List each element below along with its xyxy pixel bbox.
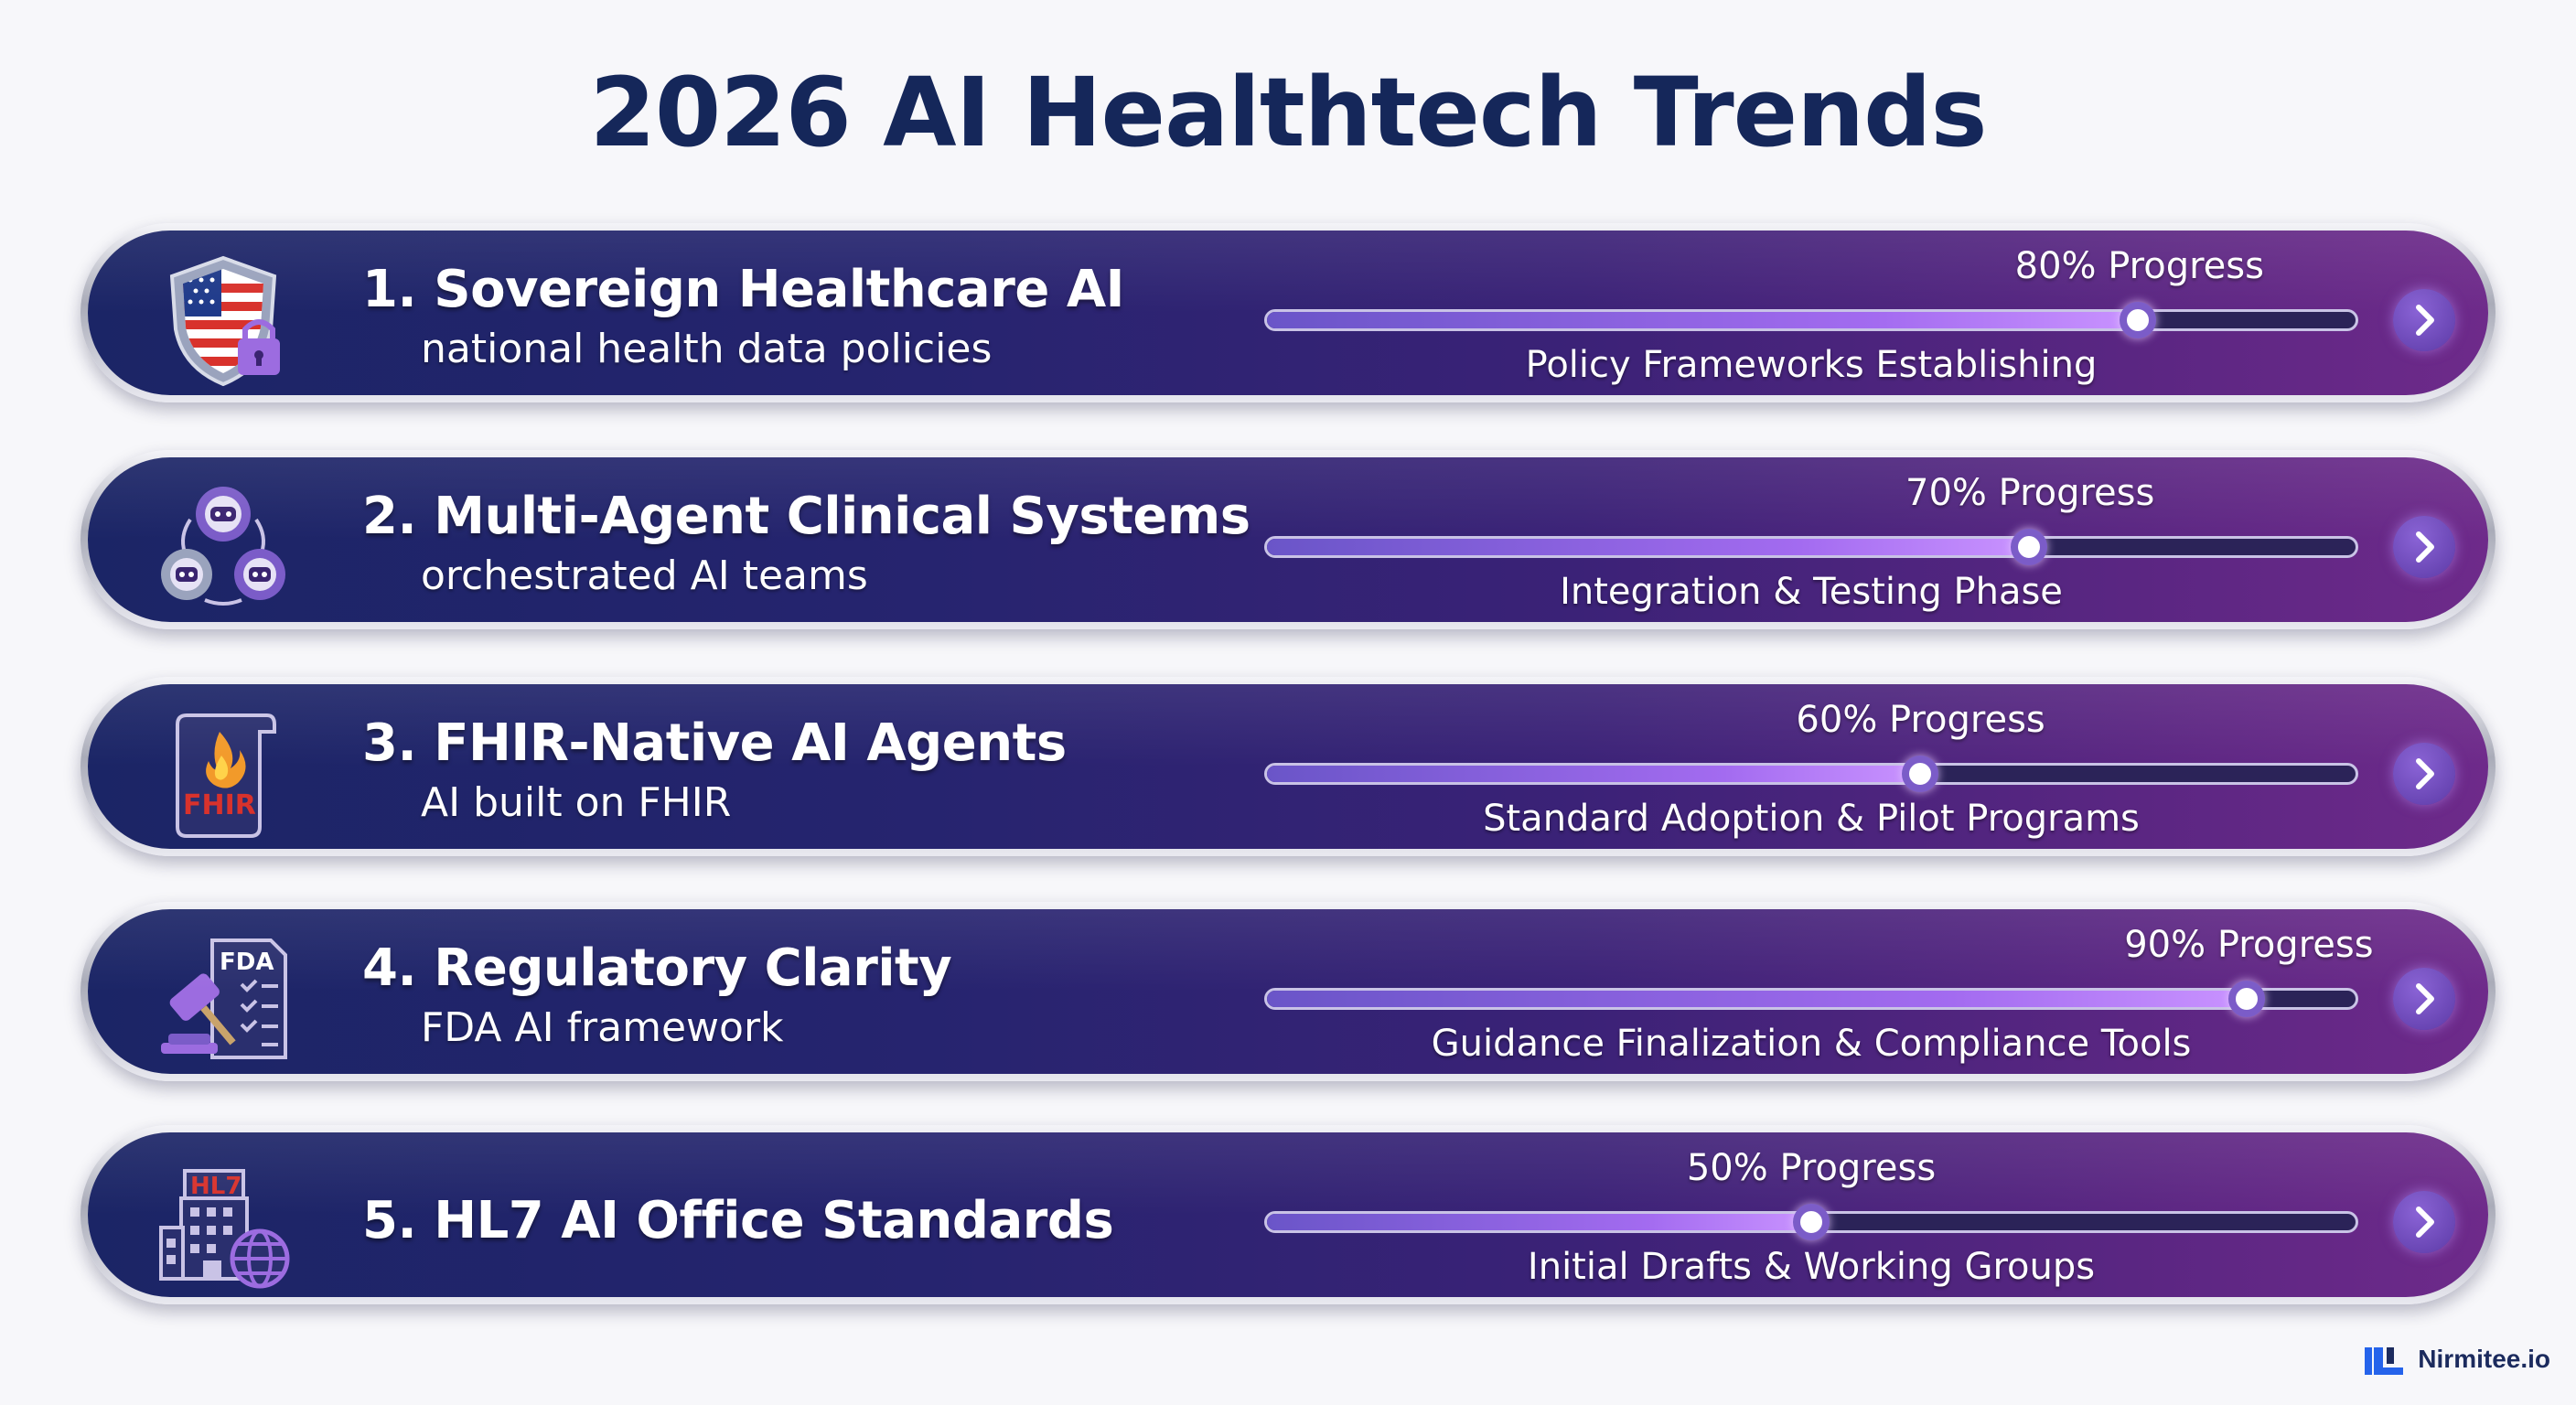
hl7-badge-text: HL7 xyxy=(190,1173,242,1200)
trend-title: 4. Regulatory Clarity xyxy=(362,938,952,998)
phase-label: Initial Drafts & Working Groups xyxy=(1527,1246,2096,1288)
progress-label: 90% Progress xyxy=(2124,924,2374,966)
progress-fill xyxy=(1267,991,2247,1007)
trend-card-5[interactable]: HL7 5. HL7 AI Office Standards 50% Progr xyxy=(80,1125,2496,1304)
expand-button[interactable] xyxy=(2393,1191,2455,1253)
expand-button[interactable] xyxy=(2393,968,2455,1030)
trend-card-2[interactable]: 2. Multi-Agent Clinical Systems orchestr… xyxy=(80,450,2496,629)
chevron-right-icon xyxy=(2416,983,2434,1014)
progress-knob xyxy=(2228,981,2265,1017)
progress-fill xyxy=(1267,312,2138,328)
progress-track xyxy=(1264,529,2358,565)
phase-label: Standard Adoption & Pilot Programs xyxy=(1483,798,2140,840)
chevron-right-icon xyxy=(2416,758,2434,789)
progress-label: 70% Progress xyxy=(1905,472,2155,514)
progress-label: 80% Progress xyxy=(2014,245,2264,287)
trend-subtitle: AI built on FHIR xyxy=(421,779,732,826)
hl7-building-globe-icon: HL7 xyxy=(154,1153,293,1292)
trend-card-3[interactable]: FHIR 3. FHIR-Native AI Agents AI built o… xyxy=(80,677,2496,856)
progress-track xyxy=(1264,756,2358,792)
robot-gears-icon xyxy=(154,477,293,617)
page-title: 2026 AI Healthtech Trends xyxy=(589,57,1987,168)
phase-label: Integration & Testing Phase xyxy=(1560,571,2063,613)
progress-fill xyxy=(1267,539,2029,555)
brand-name: Nirmitee.io xyxy=(2418,1345,2550,1373)
trend-title: 5. HL7 AI Office Standards xyxy=(362,1191,1114,1250)
trend-title: 3. FHIR-Native AI Agents xyxy=(362,713,1067,773)
progress-label: 60% Progress xyxy=(1796,699,2045,741)
progress-fill xyxy=(1267,766,1920,782)
progress-knob xyxy=(2011,529,2047,565)
progress-track xyxy=(1264,302,2358,338)
progress-knob xyxy=(1902,756,1938,792)
trend-subtitle: orchestrated AI teams xyxy=(421,552,868,599)
progress-knob xyxy=(2120,302,2156,338)
chevron-right-icon xyxy=(2416,305,2434,336)
gavel-fda-checklist-icon: FDA xyxy=(154,929,293,1068)
trend-card-4[interactable]: FDA 4. Regulatory Clarity FDA AI framewo… xyxy=(80,902,2496,1081)
expand-button[interactable] xyxy=(2393,743,2455,805)
trend-subtitle: FDA AI framework xyxy=(421,1004,784,1051)
phase-label: Policy Frameworks Establishing xyxy=(1525,344,2098,386)
shield-flag-lock-icon xyxy=(154,251,293,390)
trend-title: 2. Multi-Agent Clinical Systems xyxy=(362,487,1250,546)
expand-button[interactable] xyxy=(2393,516,2455,578)
progress-track xyxy=(1264,1204,2358,1240)
trend-card-1[interactable]: 1. Sovereign Healthcare AI national heal… xyxy=(80,223,2496,402)
progress-knob xyxy=(1793,1204,1830,1240)
phase-label: Guidance Finalization & Compliance Tools xyxy=(1431,1023,2192,1065)
fhir-flame-document-icon: FHIR xyxy=(154,704,293,843)
brand-logo[interactable]: Nirmitee.io xyxy=(2363,1341,2550,1378)
progress-fill xyxy=(1267,1214,1811,1230)
chevron-right-icon xyxy=(2416,1207,2434,1238)
fhir-badge-text: FHIR xyxy=(183,789,256,821)
chevron-right-icon xyxy=(2416,531,2434,563)
trend-subtitle: national health data policies xyxy=(421,326,993,372)
fda-badge-text: FDA xyxy=(220,949,274,976)
nirmitee-logo-icon xyxy=(2363,1342,2405,1377)
expand-button[interactable] xyxy=(2393,289,2455,351)
trend-title: 1. Sovereign Healthcare AI xyxy=(362,260,1125,319)
progress-label: 50% Progress xyxy=(1686,1147,1937,1189)
progress-track xyxy=(1264,981,2358,1017)
